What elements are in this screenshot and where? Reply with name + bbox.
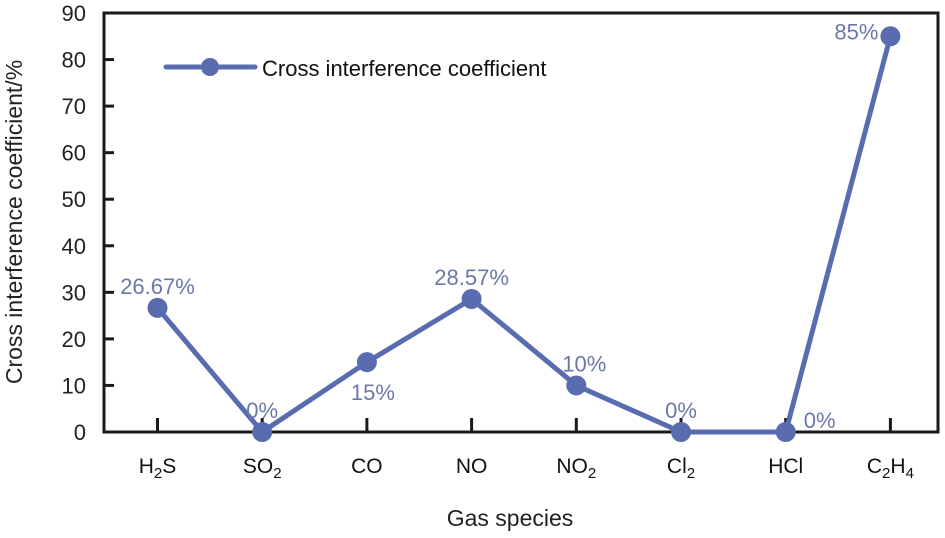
y-tick-label: 70 [62, 94, 86, 119]
legend-label: Cross interference coefficient [262, 56, 547, 81]
x-tick-label: C2H4 [867, 455, 914, 482]
y-tick-label: 30 [62, 280, 86, 305]
x-tick-label: SO2 [243, 455, 282, 482]
y-tick-label: 60 [62, 141, 86, 166]
data-point [147, 297, 168, 318]
y-tick-label: 10 [62, 373, 86, 398]
data-point [671, 422, 691, 442]
y-tick-label: 80 [62, 48, 86, 73]
data-label: 0% [246, 398, 278, 423]
data-label: 85% [834, 19, 878, 44]
y-tick-label: 90 [62, 1, 86, 26]
data-label: 15% [351, 380, 395, 405]
data-label: 28.57% [434, 265, 509, 290]
y-tick-label: 0 [74, 420, 86, 445]
x-tick-label: H2S [139, 455, 177, 482]
legend: Cross interference coefficient [163, 56, 547, 81]
y-tick-label: 20 [62, 327, 86, 352]
data-point [775, 422, 796, 442]
y-axis-label: Cross interference coefficient/% [1, 60, 27, 384]
data-point [461, 288, 482, 309]
data-point [252, 422, 273, 442]
x-tick-label: Cl2 [667, 455, 695, 482]
data-label: 0% [804, 408, 836, 433]
data-point [356, 352, 377, 373]
y-tick-label: 40 [62, 234, 86, 259]
data-point [566, 375, 587, 396]
data-label: 0% [665, 398, 697, 423]
x-axis-label: Gas species [447, 505, 574, 531]
x-tick-label: NO2 [556, 455, 596, 482]
data-label: 26.67% [120, 274, 195, 299]
y-tick-label: 50 [62, 187, 86, 212]
data-label: 10% [562, 351, 606, 376]
series-line [155, 35, 893, 435]
x-tick-label: NO [456, 455, 488, 478]
x-tick-label: CO [351, 455, 383, 478]
data-point [880, 26, 901, 47]
legend-marker [201, 58, 219, 76]
x-tick-label: HCl [768, 455, 803, 478]
plot-frame [102, 11, 940, 434]
